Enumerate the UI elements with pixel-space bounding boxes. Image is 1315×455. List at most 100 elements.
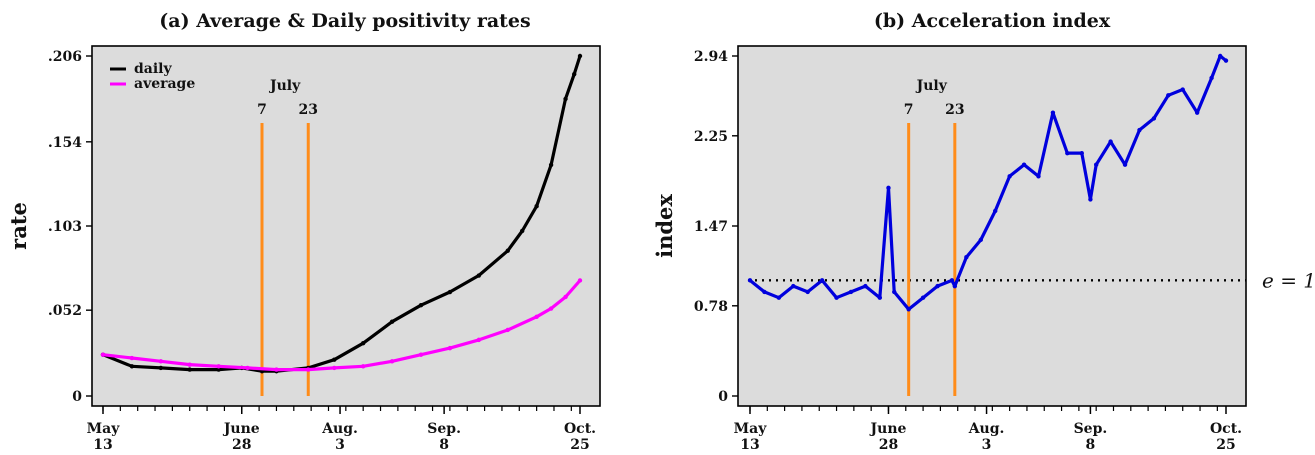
- x-tick-label: 8: [439, 437, 449, 453]
- x-tick-label: Sep.: [1074, 421, 1108, 437]
- data-point: [1223, 58, 1229, 63]
- chart-title: (a) Average & Daily positivity rates: [159, 10, 530, 32]
- data-point: [332, 365, 337, 371]
- data-point: [1021, 162, 1027, 167]
- data-point: [563, 294, 568, 300]
- data-point: [1194, 110, 1200, 115]
- data-point: [877, 295, 883, 300]
- data-point: [389, 359, 395, 364]
- x-tick-label: June: [869, 421, 907, 437]
- data-point: [978, 237, 983, 243]
- data-point: [534, 314, 539, 319]
- data-point: [1036, 174, 1041, 179]
- data-point: [306, 367, 311, 372]
- data-point: [1079, 150, 1084, 156]
- y-tick-label: .103: [48, 219, 82, 235]
- x-tick-label: 25: [570, 437, 589, 453]
- data-point: [906, 307, 911, 312]
- reference-line-label: e = 1: [1262, 268, 1315, 292]
- y-tick-label: 2.25: [694, 129, 728, 145]
- data-point: [476, 273, 482, 278]
- data-point: [1065, 150, 1070, 156]
- y-tick-label: .154: [48, 135, 82, 151]
- data-point: [187, 367, 192, 372]
- x-tick-label: 13: [93, 437, 112, 453]
- data-point: [886, 185, 891, 191]
- panel-a: (a) Average & Daily positivity rates rate…: [6, 10, 601, 453]
- data-point: [216, 364, 221, 369]
- panel-b: (b) Acceleration index index 2.94 2.25 1.47 0…: [652, 10, 1315, 453]
- series-line-daily: [101, 54, 582, 373]
- data-point: [245, 365, 250, 371]
- data-point: [332, 357, 337, 362]
- data-point: [360, 364, 366, 369]
- data-point: [548, 306, 554, 311]
- data-point: [158, 359, 164, 364]
- data-point: [577, 53, 583, 59]
- data-point: [418, 303, 424, 308]
- data-point: [935, 283, 940, 289]
- data-point: [1209, 75, 1214, 81]
- series-line-index: [748, 54, 1228, 311]
- x-tick-label: 3: [335, 437, 345, 453]
- event-label: 23: [299, 102, 318, 118]
- x-tick-label: 3: [982, 437, 992, 453]
- data-point: [563, 96, 568, 102]
- data-point: [1093, 162, 1099, 167]
- data-point: [389, 319, 395, 324]
- data-point: [187, 362, 192, 367]
- x-tick-label: 28: [879, 437, 898, 453]
- data-point: [1088, 197, 1093, 202]
- data-point: [1108, 139, 1113, 144]
- chart-title: (b) Acceleration index: [874, 10, 1111, 32]
- y-axis-label: index: [652, 194, 677, 258]
- data-point: [548, 162, 554, 168]
- data-point: [1122, 162, 1128, 167]
- data-point: [834, 295, 839, 300]
- data-point: [1050, 110, 1056, 115]
- data-point: [920, 295, 926, 300]
- data-point: [805, 289, 810, 295]
- legend-label: daily: [134, 61, 172, 77]
- y-tick-label: 1.47: [694, 219, 728, 235]
- data-point: [447, 345, 453, 351]
- data-point: [129, 355, 135, 361]
- y-tick-label: 0: [72, 389, 82, 405]
- data-point: [1007, 174, 1012, 179]
- y-axis-label: rate: [6, 202, 31, 250]
- data-point: [418, 352, 424, 357]
- plot-area: [737, 45, 1247, 407]
- data-point: [476, 337, 482, 343]
- month-label: July: [915, 78, 948, 94]
- x-tick-label: Oct.: [564, 421, 596, 437]
- data-point: [505, 248, 510, 253]
- x-tick-label: Sep.: [427, 421, 461, 437]
- data-point: [964, 255, 969, 260]
- x-tick-label: May: [734, 421, 768, 437]
- x-tick-label: June: [222, 421, 260, 437]
- data-point: [1151, 116, 1157, 121]
- data-point: [776, 295, 782, 300]
- y-tick-label: .206: [48, 49, 82, 65]
- data-point: [819, 278, 825, 283]
- data-point: [505, 327, 510, 333]
- plot-area: [91, 45, 601, 407]
- data-point: [892, 289, 897, 295]
- x-tick-label: Aug.: [968, 421, 1005, 437]
- x-tick-label: May: [87, 421, 121, 437]
- data-point: [534, 203, 539, 209]
- data-point: [216, 367, 221, 372]
- y-tick-label: 2.94: [694, 49, 728, 65]
- data-point: [952, 283, 958, 289]
- y-tick-label: .052: [48, 303, 82, 319]
- data-point: [1166, 93, 1171, 98]
- data-point: [1137, 127, 1142, 133]
- data-point: [747, 278, 753, 283]
- data-point: [519, 228, 525, 234]
- data-point: [993, 208, 998, 214]
- data-point: [1218, 53, 1223, 59]
- data-point: [274, 367, 279, 372]
- x-tick-label: Aug.: [321, 421, 358, 437]
- data-point: [158, 365, 164, 371]
- data-point: [791, 283, 796, 289]
